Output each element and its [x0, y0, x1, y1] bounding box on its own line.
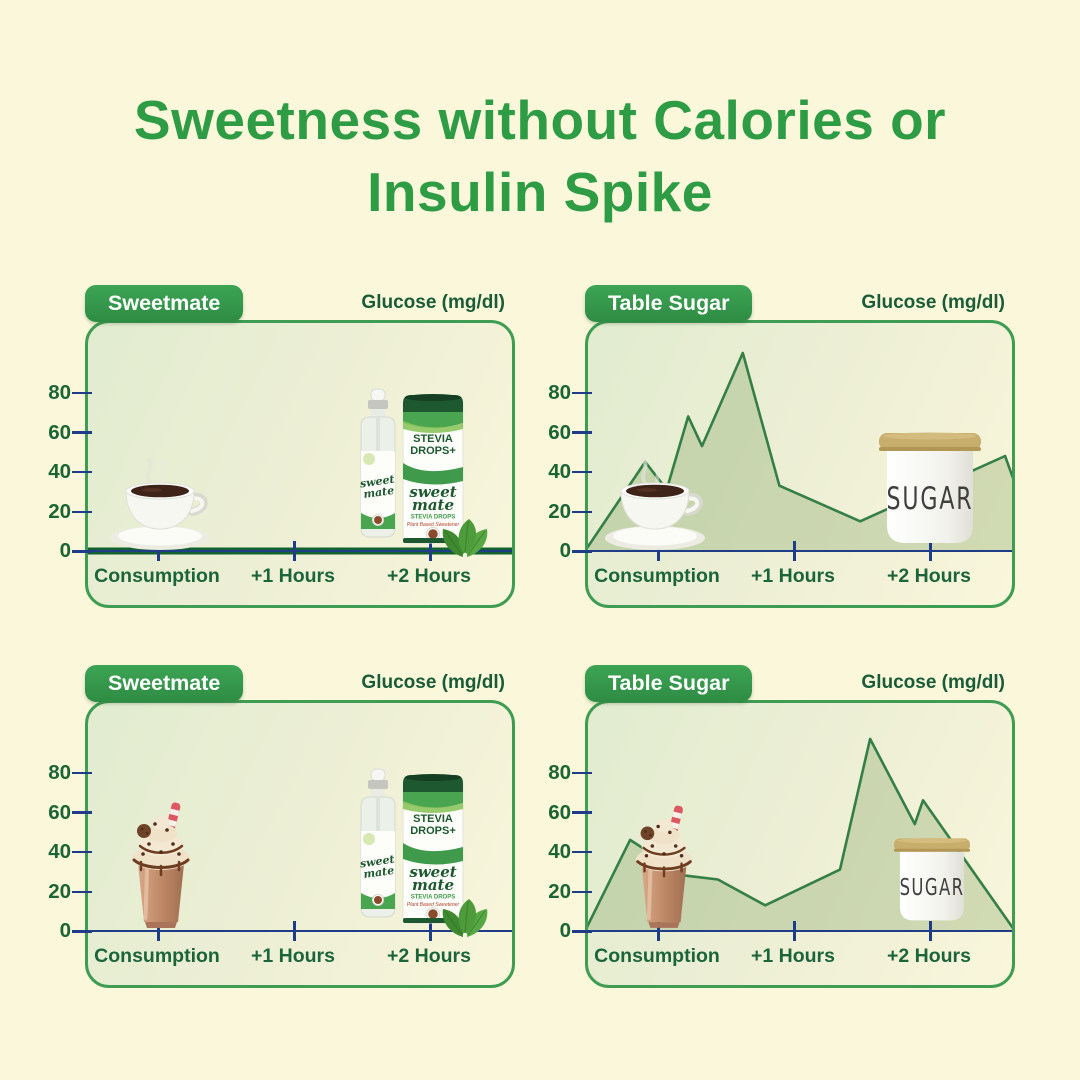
y-axis-tick: [72, 391, 92, 395]
x-axis-tick: [293, 541, 296, 561]
stevia-leaf-icon: [442, 898, 488, 938]
x-axis-tick: [657, 921, 660, 941]
x-axis-tick: [293, 921, 296, 941]
panel-sweetmate-milkshake: Sweetmate Glucose (mg/dl) 80 60 40 20 0 …: [45, 665, 515, 995]
x-axis-tick: [429, 541, 432, 561]
y-axis-label: 40: [548, 460, 571, 484]
y-axis-tick: [72, 771, 92, 775]
y-axis-label: 60: [48, 420, 71, 444]
milkshake-illustration: [130, 800, 192, 930]
y-axis-label: 0: [559, 539, 571, 563]
y-axis-label: 0: [59, 539, 71, 563]
x-axis-label: Consumption: [94, 945, 220, 967]
x-axis-line: [88, 549, 512, 553]
x-axis-tick: [657, 541, 660, 561]
y-axis-label: 40: [48, 840, 71, 864]
y-axis-label: 60: [548, 800, 571, 824]
x-axis-label: +2 Hours: [387, 945, 471, 967]
page-title-line2: Insulin Spike: [367, 161, 713, 223]
stevia-leaf-icon: [442, 518, 488, 558]
glucose-unit-label: Glucose (mg/dl): [361, 292, 505, 313]
panel-table-sugar-coffee: Table Sugar Glucose (mg/dl) 80 60 40 20 …: [545, 285, 1015, 615]
x-axis-label: +1 Hours: [751, 565, 835, 587]
y-axis-label: 60: [48, 800, 71, 824]
y-axis-tick: [572, 550, 592, 553]
panel-table-sugar-milkshake: Table Sugar Glucose (mg/dl) 80 60 40 20 …: [545, 665, 1015, 995]
x-axis-line: [588, 929, 1012, 933]
y-axis-label: 40: [548, 840, 571, 864]
x-axis-label: +2 Hours: [887, 945, 971, 967]
y-axis-tick: [572, 771, 592, 775]
y-axis-label: 20: [548, 499, 571, 523]
x-axis-tick: [929, 921, 932, 941]
x-axis-tick: [929, 541, 932, 561]
x-axis-label: +1 Hours: [751, 945, 835, 967]
x-axis-tick: [157, 541, 160, 561]
panel-badge: Sweetmate: [85, 285, 244, 322]
y-axis-tick: [72, 930, 92, 933]
x-axis-tick: [793, 921, 796, 941]
sugar-jar-illustration: [879, 432, 981, 543]
x-axis-label: +1 Hours: [251, 565, 335, 587]
y-axis-label: 0: [59, 919, 71, 943]
coffee-cup-illustration: [100, 453, 220, 553]
panel-badge: Table Sugar: [585, 285, 753, 322]
y-axis-label: 80: [548, 761, 571, 784]
panel-badge: Table Sugar: [585, 665, 753, 702]
x-axis-line: [88, 929, 512, 933]
y-axis-tick: [72, 470, 92, 474]
glucose-unit-label: Glucose (mg/dl): [361, 672, 505, 693]
y-axis-tick: [572, 850, 592, 854]
y-axis-tick: [72, 811, 92, 814]
y-axis-tick: [572, 811, 592, 814]
panel-sweetmate-coffee: Sweetmate Glucose (mg/dl) 80 60 40 20 0 …: [45, 285, 515, 615]
sugar-jar-illustration: [893, 838, 971, 921]
y-axis-label: 80: [48, 761, 71, 784]
y-axis-label: 20: [48, 879, 71, 903]
x-axis-label: +1 Hours: [251, 945, 335, 967]
x-axis-tick: [429, 921, 432, 941]
y-axis-label: 80: [48, 381, 71, 404]
page-title: Sweetness without Calories or Insulin Sp…: [0, 84, 1080, 228]
x-axis-tick: [157, 921, 160, 941]
y-axis-tick: [72, 431, 92, 434]
y-axis-label: 40: [48, 460, 71, 484]
y-axis-tick: [72, 550, 92, 553]
x-axis-label: +2 Hours: [387, 565, 471, 587]
y-axis-label: 20: [548, 879, 571, 903]
y-axis-tick: [572, 391, 592, 395]
x-axis-line: [588, 549, 1012, 553]
glucose-unit-label: Glucose (mg/dl): [861, 292, 1005, 313]
x-axis-label: Consumption: [594, 565, 720, 587]
y-axis-tick: [72, 850, 92, 854]
x-axis-label: Consumption: [94, 565, 220, 587]
coffee-cup-illustration: [595, 453, 715, 553]
y-axis-tick: [572, 510, 592, 514]
y-axis-tick: [72, 890, 92, 894]
glucose-unit-label: Glucose (mg/dl): [861, 672, 1005, 693]
y-axis-tick: [572, 890, 592, 894]
x-axis-label: Consumption: [594, 945, 720, 967]
x-axis-tick: [793, 541, 796, 561]
y-axis-tick: [572, 470, 592, 474]
y-axis-tick: [572, 431, 592, 434]
y-axis-tick: [572, 930, 592, 933]
panel-badge: Sweetmate: [85, 665, 244, 702]
x-axis-label: +2 Hours: [887, 565, 971, 587]
y-axis-tick: [72, 510, 92, 514]
y-axis-label: 20: [48, 499, 71, 523]
y-axis-label: 80: [548, 381, 571, 404]
y-axis-label: 0: [559, 919, 571, 943]
y-axis-label: 60: [548, 420, 571, 444]
milkshake-illustration: [633, 803, 695, 930]
page-title-line1: Sweetness without Calories or: [133, 89, 947, 151]
